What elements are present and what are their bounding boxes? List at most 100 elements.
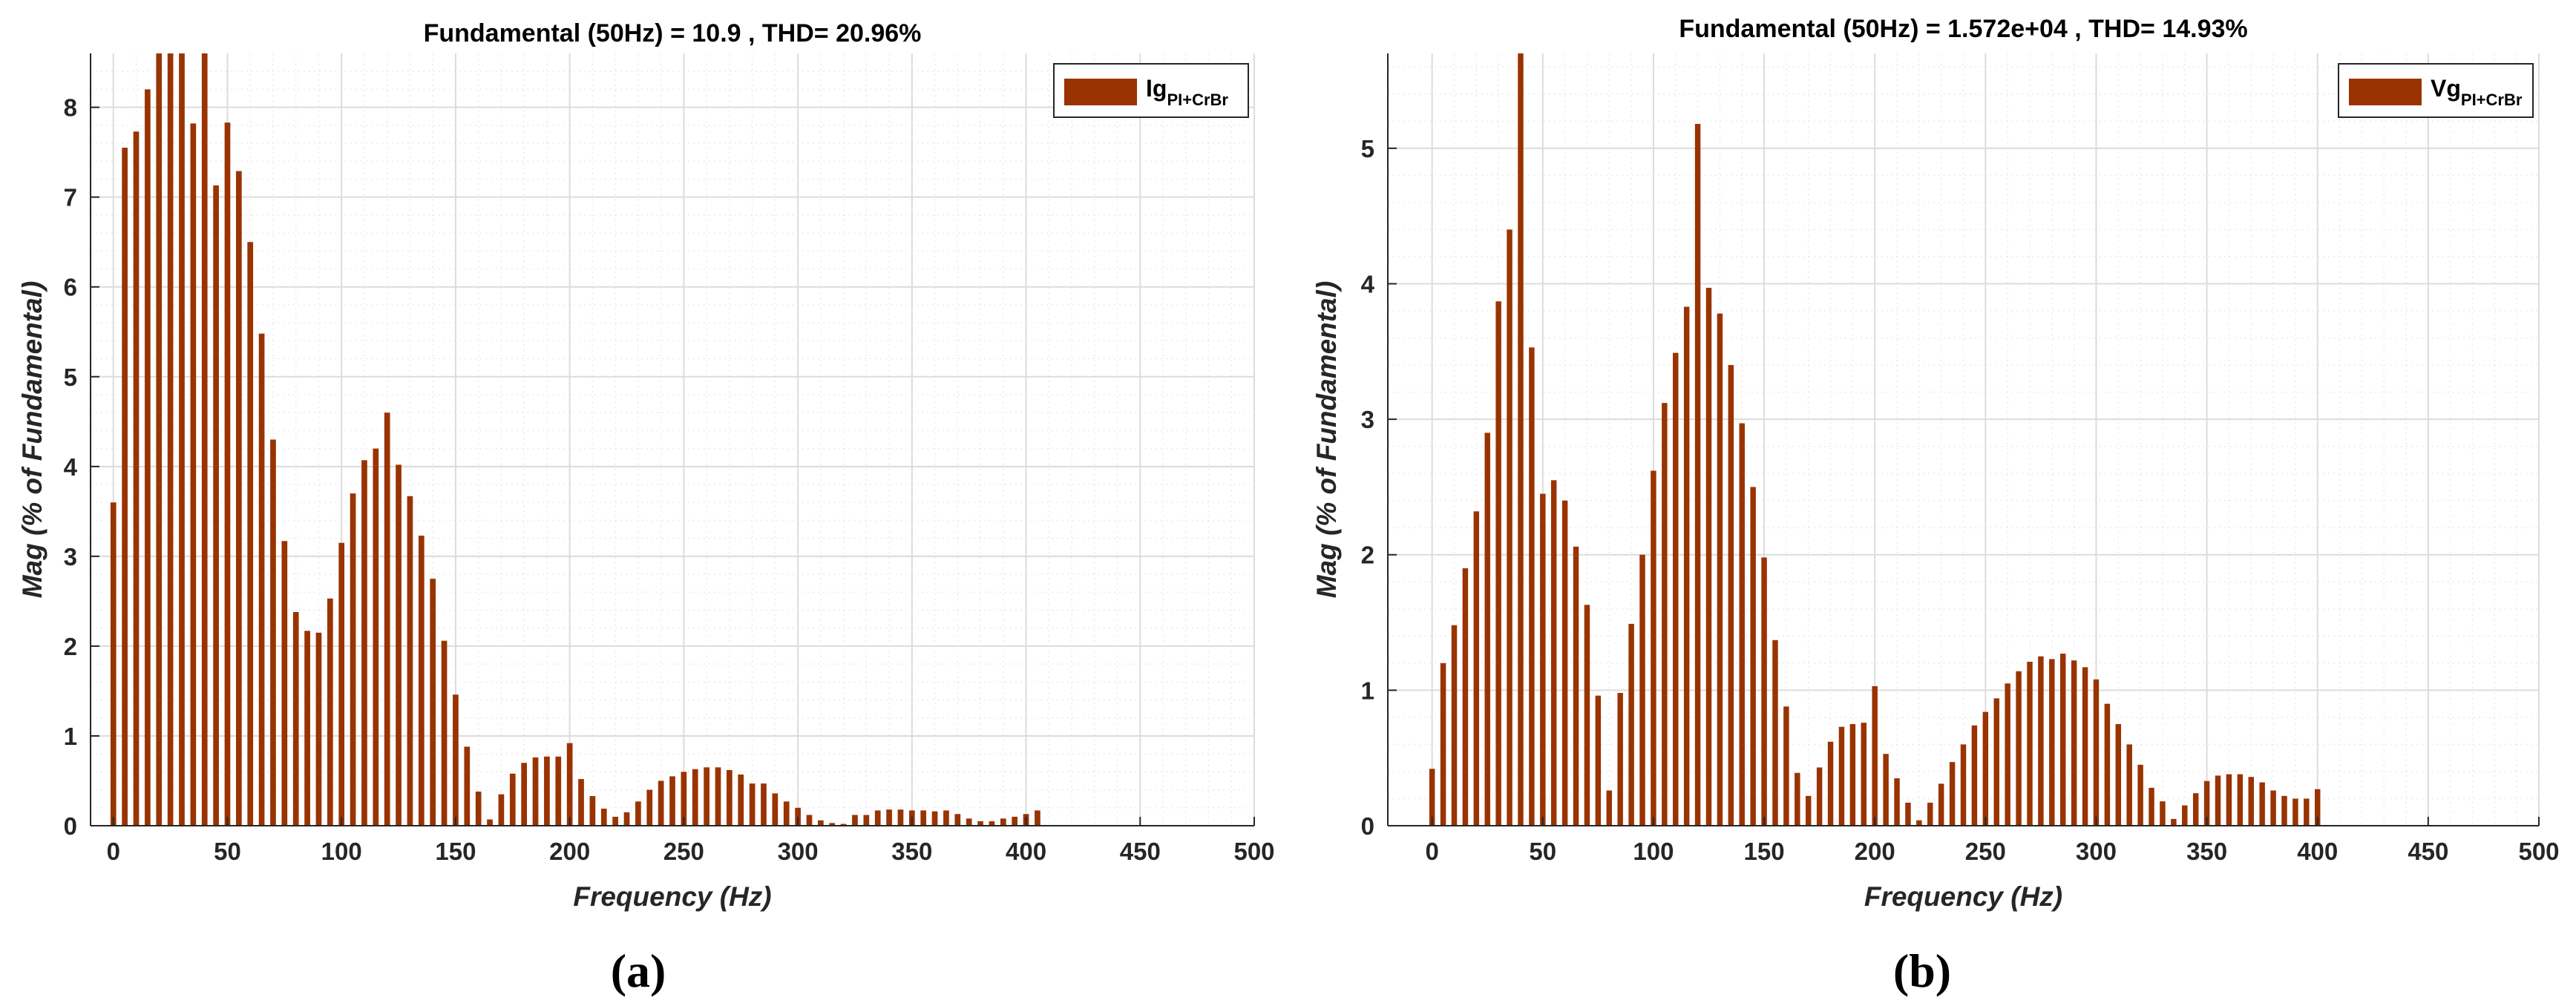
x-tick-label: 0 [1425, 838, 1438, 865]
bar [281, 541, 288, 826]
bar [646, 789, 653, 826]
bar [1883, 754, 1889, 826]
bar [1971, 725, 1978, 826]
bar [1761, 557, 1767, 826]
bar [1440, 663, 1446, 826]
bar [1507, 229, 1513, 826]
y-tick-label: 5 [64, 364, 77, 391]
y-tick-label: 1 [64, 723, 77, 750]
y-tick-label: 0 [1361, 812, 1374, 840]
x-tick-label: 0 [107, 838, 120, 865]
y-tick-label: 4 [1361, 270, 1375, 297]
bar [578, 779, 584, 826]
bar [1518, 53, 1524, 826]
bar [236, 171, 242, 826]
bar [1960, 744, 1967, 826]
bar [167, 53, 174, 826]
bar [2292, 798, 2298, 826]
x-tick-label: 400 [2297, 838, 2338, 865]
bar [338, 542, 345, 826]
bar [692, 769, 698, 826]
x-tick-label: 50 [214, 838, 241, 865]
bar [487, 819, 493, 826]
bar [623, 812, 630, 826]
bar [1750, 487, 1756, 826]
x-tick-label: 100 [1633, 838, 1674, 865]
bar [840, 823, 847, 826]
plot-area [1388, 53, 2539, 826]
bar [1894, 778, 1900, 826]
panel-label: (a) [611, 944, 666, 997]
y-tick-label: 8 [64, 94, 77, 122]
bar-series [110, 53, 1040, 826]
bar [1816, 767, 1823, 826]
bar [2016, 671, 2022, 826]
bar [418, 536, 425, 826]
y-tick-label: 1 [1361, 677, 1374, 704]
bar [2093, 679, 2100, 826]
chart-panel-b: 0 50 100 150 200 250 300 350 400 450 500 0 1 2 3 4 5 Fund… [1311, 15, 2560, 997]
bar [818, 820, 824, 826]
bar [863, 815, 870, 826]
bar [1012, 816, 1018, 826]
bar [1628, 623, 1634, 826]
y-tick-label: 3 [1361, 406, 1374, 433]
legend-swatch [1064, 79, 1137, 105]
bar [589, 796, 596, 826]
bar [224, 122, 231, 826]
bar [977, 821, 983, 826]
y-tick-label: 4 [64, 453, 78, 481]
bar [464, 746, 471, 826]
bar [1772, 640, 1778, 826]
bar [2203, 780, 2210, 826]
bar [1872, 686, 1878, 826]
bar [566, 743, 573, 826]
bar [886, 809, 892, 826]
bar [2005, 683, 2010, 826]
bar [1529, 347, 1535, 826]
bar [156, 53, 163, 826]
bar [931, 811, 938, 826]
bar [1805, 795, 1812, 826]
y-tick-label: 2 [1361, 542, 1374, 569]
bar [441, 640, 448, 826]
bar [1606, 790, 1612, 826]
bar [1000, 818, 1006, 826]
bar [715, 767, 721, 826]
bar [1849, 724, 1856, 826]
bar [2281, 795, 2287, 826]
legend-label: IgPI+CrBr [1146, 75, 1228, 109]
bar [1473, 511, 1480, 826]
bar [2137, 764, 2143, 826]
bar [749, 783, 756, 826]
bar [1035, 810, 1040, 826]
x-tick-label: 200 [549, 838, 590, 865]
bar [190, 123, 197, 826]
legend: VgPI+CrBr [2338, 63, 2534, 118]
x-tick-label: 500 [1233, 838, 1274, 865]
bar [2226, 774, 2232, 826]
bar [1993, 698, 1999, 826]
bar [1662, 403, 1668, 826]
bar [1595, 695, 1602, 826]
bar [110, 502, 117, 826]
bar [600, 809, 607, 826]
bar [1462, 568, 1469, 826]
bar [920, 810, 927, 826]
bar [1838, 726, 1845, 826]
bar [943, 810, 949, 826]
bar [532, 757, 539, 826]
x-tick-label: 50 [1529, 838, 1556, 865]
bar [2038, 656, 2044, 826]
x-tick-label: 450 [1120, 838, 1161, 865]
x-tick-label: 150 [1744, 838, 1785, 865]
bar [1783, 706, 1789, 826]
bar [1795, 772, 1800, 826]
x-tick-label: 450 [2408, 838, 2448, 865]
bar [852, 815, 858, 826]
bar [874, 810, 881, 826]
bar [133, 131, 140, 826]
x-tick-label: 350 [2186, 838, 2227, 865]
bar [2182, 805, 2188, 826]
bar [1584, 605, 1590, 826]
